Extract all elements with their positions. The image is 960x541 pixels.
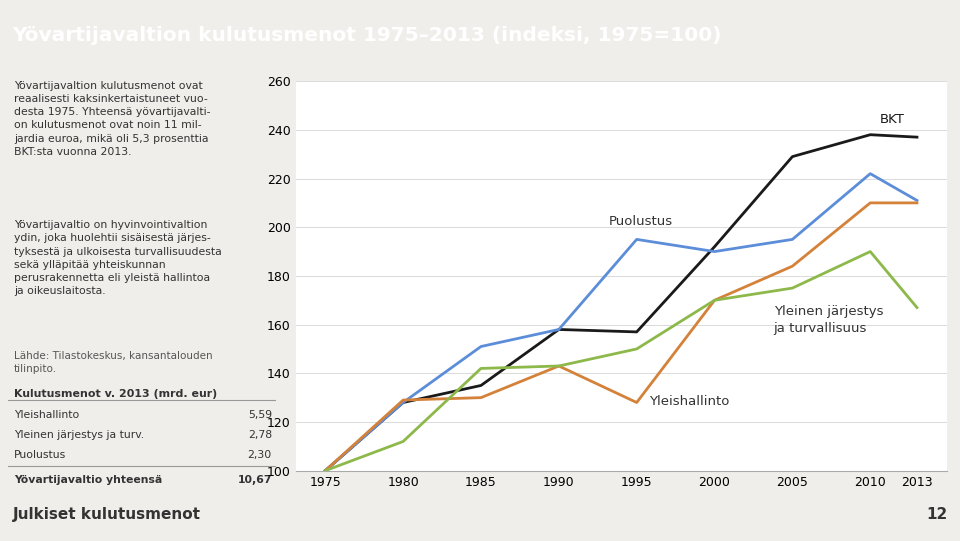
Text: Julkiset kulutusmenot: Julkiset kulutusmenot [12, 507, 201, 522]
Text: Lähde: Tilastokeskus, kansantalouden
tilinpito.: Lähde: Tilastokeskus, kansantalouden til… [14, 351, 213, 374]
Text: Yövartijavaltion kulutusmenot ovat
reaalisesti kaksinkertaistuneet vuo-
desta 19: Yövartijavaltion kulutusmenot ovat reaal… [14, 81, 210, 157]
Text: BKT: BKT [879, 113, 904, 126]
Text: 2,78: 2,78 [248, 430, 272, 440]
Text: Yövartijavaltion kulutusmenot 1975–2013 (indeksi, 1975=100): Yövartijavaltion kulutusmenot 1975–2013 … [12, 25, 722, 45]
Text: 12: 12 [926, 507, 948, 522]
Text: 2,30: 2,30 [248, 450, 272, 460]
Text: 5,59: 5,59 [248, 410, 272, 420]
Text: Yleishallinto: Yleishallinto [14, 410, 80, 420]
Text: Kulutusmenot v. 2013 (mrd. eur): Kulutusmenot v. 2013 (mrd. eur) [14, 389, 217, 399]
Text: Puolustus: Puolustus [609, 215, 673, 228]
Text: Puolustus: Puolustus [14, 450, 66, 460]
Text: Yleishallinto: Yleishallinto [649, 395, 730, 408]
Text: Yövartijavaltio yhteensä: Yövartijavaltio yhteensä [14, 476, 162, 485]
Text: Yleinen järjestys
ja turvallisuus: Yleinen järjestys ja turvallisuus [774, 305, 883, 335]
Text: Yleinen järjestys ja turv.: Yleinen järjestys ja turv. [14, 430, 144, 440]
Text: 10,67: 10,67 [237, 476, 272, 485]
Text: Yövartijavaltio on hyvinvointivaltion
ydin, joka huolehtii sisäisestä järjes-
ty: Yövartijavaltio on hyvinvointivaltion yd… [14, 220, 222, 296]
